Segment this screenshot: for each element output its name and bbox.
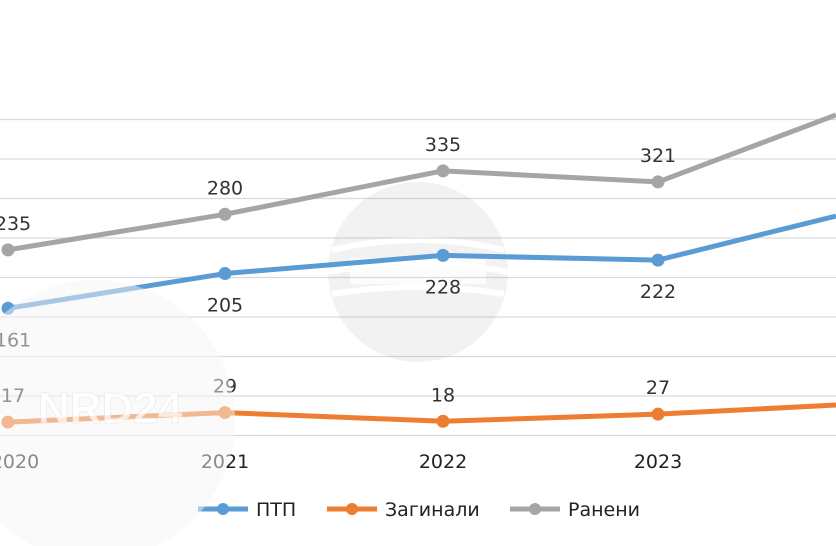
data-label-0-2020: 161 [0,329,31,351]
series-2-point-2021 [218,207,232,221]
series-0-point-2021 [218,267,232,281]
data-label-1-2020: 17 [1,385,25,407]
data-label-2-2021: 280 [207,177,243,199]
legend-marker-1 [346,503,358,515]
grid-lines [0,118,836,437]
series-1-point-2022 [436,414,450,428]
data-label-2-2023: 321 [640,145,676,167]
series-1-point-2021 [218,406,232,420]
data-label-0-2021: 205 [207,295,243,317]
legend-marker-2 [529,503,541,515]
x-tick-2021: 2021 [201,451,249,473]
data-label-0-2022: 228 [425,276,461,298]
data-label-1-2023: 27 [646,377,670,399]
series-lines [1,112,836,429]
x-tick-2022: 2022 [419,451,467,473]
data-labels: 161 205 228 222 17 29 18 27 235 280 335 321 [0,134,676,407]
legend-label-0: ПТП [256,499,296,521]
legend: ПТП Загинали Ранени [198,499,640,521]
data-label-2-2020: 235 [0,213,31,235]
series-0-point-2020 [1,301,15,315]
legend-label-2: Ранени [568,499,640,521]
series-0-point-2023 [651,253,665,267]
series-2-point-2020 [1,243,15,257]
data-label-2-2022: 335 [425,134,461,156]
series-2-point-2023 [651,175,665,189]
x-axis-ticks: 2020 2021 2022 2023 [0,451,682,473]
series-0-point-2022 [436,248,450,262]
series-1-point-2020 [1,415,15,429]
data-label-0-2023: 222 [640,281,676,303]
nrd24-watermark: NRD24 [0,280,235,546]
series-1-point-2023 [651,407,665,421]
legend-marker-0 [217,503,229,515]
bta-globe-logo-watermark [327,182,509,362]
series-2-point-2022 [436,164,450,178]
legend-label-1: Загинали [385,499,480,521]
nrd24-watermark-text: NRD24 [38,384,183,433]
data-label-1-2022: 18 [431,384,455,406]
x-tick-2023: 2023 [634,451,682,473]
x-tick-2020: 2020 [0,451,39,473]
data-label-1-2021: 29 [213,376,237,398]
